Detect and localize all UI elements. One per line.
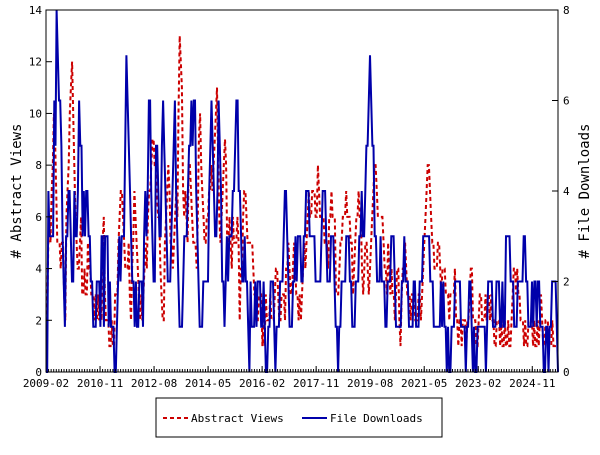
left-y-tick-label: 14 <box>29 4 43 17</box>
x-tick-label: 2023-02 <box>455 377 501 390</box>
legend-box <box>155 397 443 438</box>
right-y-tick-label: 8 <box>563 4 570 17</box>
left-y-axis-title: # Abstract Views <box>9 124 25 259</box>
x-tick-label: 2016-02 <box>239 377 285 390</box>
series-layer <box>46 9 559 373</box>
legend-label-file-downloads: File Downloads <box>330 412 423 425</box>
right-y-tick-label: 6 <box>563 95 570 108</box>
left-y-tick-label: 0 <box>35 366 42 379</box>
left-y-tick-label: 2 <box>35 314 42 327</box>
series-line-file-downloads <box>46 9 559 373</box>
left-y-tick-label: 12 <box>29 56 42 69</box>
left-y-tick-label: 4 <box>35 263 42 276</box>
left-y-axis: 0 2 4 6 8 10 12 14 <box>29 4 52 379</box>
x-tick-label: 2014-05 <box>185 377 231 390</box>
x-tick-label: 2021-05 <box>401 377 447 390</box>
right-y-tick-label: 2 <box>563 276 570 289</box>
legend-label-abstract-views: Abstract Views <box>191 412 284 425</box>
right-y-axis: 0 2 4 6 8 <box>552 4 570 379</box>
right-y-tick-label: 0 <box>563 366 570 379</box>
x-tick-label: 2019-08 <box>347 377 393 390</box>
x-tick-label: 2017-11 <box>293 377 339 390</box>
x-minor-ticks <box>45 369 559 372</box>
right-y-tick-label: 4 <box>563 185 570 198</box>
left-y-tick-label: 8 <box>35 159 42 172</box>
right-y-axis-title: # File Downloads <box>577 124 593 259</box>
series-line-abstract-views <box>46 35 558 348</box>
left-y-tick-label: 10 <box>29 107 42 120</box>
x-tick-label: 2012-08 <box>131 377 177 390</box>
x-tick-label: 2024-11 <box>509 377 555 390</box>
legend: Abstract Views File Downloads <box>155 397 443 438</box>
left-y-tick-label: 6 <box>35 211 42 224</box>
x-tick-label: 2010-11 <box>77 377 123 390</box>
x-tick-label: 2009-02 <box>23 377 69 390</box>
x-axis: 2009-02 2010-11 2012-08 2014-05 2016-02 2017-… <box>23 366 555 390</box>
